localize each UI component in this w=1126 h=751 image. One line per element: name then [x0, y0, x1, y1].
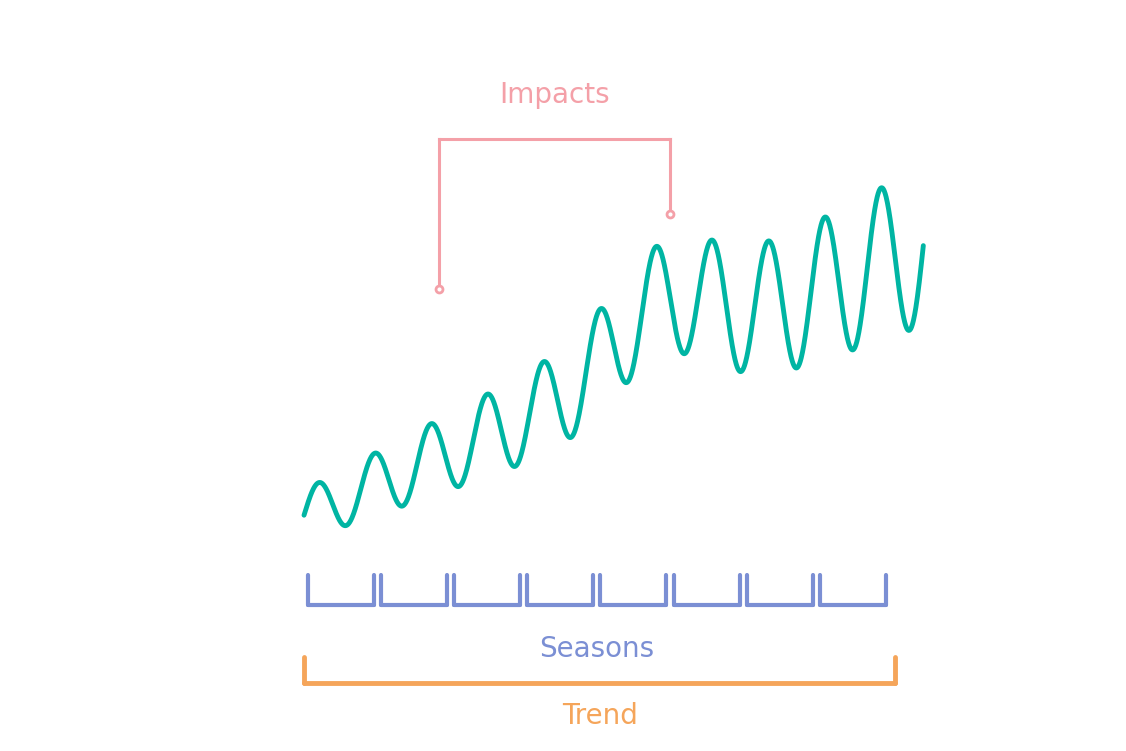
Text: Trend: Trend	[562, 702, 637, 730]
Text: Impacts: Impacts	[499, 81, 610, 109]
Text: Seasons: Seasons	[539, 635, 654, 662]
